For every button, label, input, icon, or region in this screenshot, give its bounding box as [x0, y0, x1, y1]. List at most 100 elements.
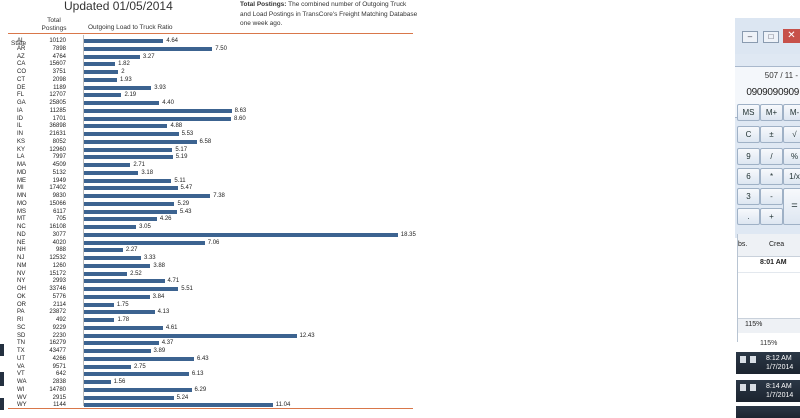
- state-row-tn: TN 16279 4.37: [0, 339, 420, 347]
- state-code: FL: [17, 92, 25, 99]
- state-code: NH: [17, 247, 26, 254]
- calc-key-2[interactable]: M-: [783, 104, 800, 121]
- ratio-bar: [84, 225, 137, 229]
- clock-time: 8:12 AM: [766, 355, 792, 362]
- total-postings-value: 4509: [52, 162, 66, 168]
- state-row-al: AL 10120 4.64: [0, 37, 420, 45]
- state-code: RI: [17, 317, 23, 323]
- calc-key-15[interactable]: .: [737, 208, 760, 225]
- state-row-mn: MN 9830 7.38: [0, 192, 420, 200]
- ratio-label: 5.19: [175, 154, 188, 161]
- calc-key-1[interactable]: M+: [760, 104, 783, 121]
- calc-key-8[interactable]: %: [783, 148, 800, 165]
- ratio-bar: [84, 39, 164, 43]
- ratio-label: 3.18: [141, 169, 154, 176]
- total-postings-value: 21631: [49, 131, 66, 137]
- state-row-co: CO 3751 2: [0, 68, 420, 76]
- calc-key-3[interactable]: C: [737, 126, 760, 143]
- state-code: SD: [17, 332, 26, 339]
- total-postings-value: 43477: [49, 348, 66, 354]
- state-row-az: AZ 4764 3.27: [0, 53, 420, 61]
- calculator-titlebar[interactable]: – □ ✕: [735, 18, 800, 54]
- tray-icon[interactable]: [740, 356, 746, 363]
- speaker-icon[interactable]: [750, 384, 756, 391]
- ratio-bar: [84, 333, 297, 338]
- ratio-label: 1.82: [118, 61, 130, 68]
- ratio-bar: [84, 256, 141, 260]
- calc-key-7[interactable]: /: [760, 148, 783, 165]
- ratio-bar: [84, 170, 139, 175]
- total-postings-value: 16279: [49, 340, 66, 347]
- state-code: NE: [17, 239, 26, 246]
- ratio-label: 6.29: [194, 386, 207, 393]
- state-code: LA: [17, 154, 25, 161]
- list-row[interactable]: 8:01 AM: [738, 256, 800, 273]
- ratio-label: 2.71: [133, 162, 146, 168]
- calc-key-16[interactable]: +: [760, 208, 783, 225]
- close-button[interactable]: ✕: [783, 29, 800, 43]
- calc-key-13[interactable]: -: [760, 188, 783, 205]
- header-rule: [8, 33, 413, 34]
- header-ratio: Outgoing Load to Truck Ratio: [88, 24, 173, 31]
- taskbar: 8:12 AM 1/7/2014: [736, 352, 800, 374]
- calculator-expression: 507 / 11 -: [764, 71, 798, 80]
- total-postings-value: 5132: [52, 169, 66, 176]
- calc-key-12[interactable]: 3: [737, 188, 760, 205]
- ratio-label: 1.75: [116, 301, 129, 308]
- state-code: NC: [17, 224, 26, 230]
- state-row-vt: VT 642 6.13: [0, 370, 420, 378]
- ratio-bar: [84, 310, 155, 315]
- ratio-bar: [84, 341, 159, 346]
- zoom-level[interactable]: 115%: [745, 321, 763, 328]
- freight-report: Updated 01/05/2014 Total Postings: The c…: [0, 0, 420, 409]
- state-row-ny: NY 2993 4.71: [0, 277, 420, 285]
- state-row-sd: SD 2230 12.43: [0, 332, 420, 340]
- ratio-bar: [84, 279, 165, 284]
- zoom-indicator[interactable]: 115%: [760, 340, 778, 347]
- calc-key-6[interactable]: 9: [737, 148, 760, 165]
- taskbar-clock[interactable]: 8:14 AM 1/7/2014: [766, 382, 793, 400]
- total-postings-value: 3077: [52, 231, 66, 238]
- total-postings-value: 16108: [49, 224, 66, 230]
- column-header-created[interactable]: Crea: [769, 241, 785, 248]
- calc-key-11[interactable]: 1/x: [783, 168, 800, 185]
- state-row-tx: TX 43477 3.89: [0, 347, 420, 355]
- tray-icon[interactable]: [740, 384, 746, 391]
- state-row-nd: ND 3077 18.35: [0, 231, 420, 239]
- state-row-ri: RI 492 1.78: [0, 316, 420, 324]
- ratio-bar: [84, 271, 128, 276]
- total-postings-value: 12960: [49, 146, 66, 153]
- ratio-label: 3.93: [154, 84, 166, 91]
- taskbar-clock[interactable]: 8:12 AM 1/7/2014: [766, 354, 793, 372]
- state-code: ND: [17, 231, 26, 238]
- restore-button[interactable]: □: [763, 31, 779, 43]
- minimize-button[interactable]: –: [742, 31, 758, 43]
- state-row-nv: NV 15172 2.52: [0, 270, 420, 278]
- ratio-label: 2.52: [130, 270, 142, 277]
- ratio-bar: [84, 46, 213, 51]
- state-row-wy: WY 1144 11.04: [0, 401, 420, 409]
- state-row-ca: CA 15607 1.82: [0, 60, 420, 68]
- ratio-label: 5.29: [177, 200, 190, 207]
- calc-key-9[interactable]: 6: [737, 168, 760, 185]
- ratio-bar: [84, 302, 114, 307]
- ratio-bar: [84, 325, 163, 330]
- state-row-oh: OH 33746 5.51: [0, 285, 420, 293]
- calc-key-14[interactable]: =: [783, 188, 800, 225]
- calc-key-5[interactable]: √: [783, 126, 800, 143]
- total-postings-value: 9830: [52, 193, 66, 199]
- list-status-bar: 115%: [738, 318, 800, 333]
- header-total-postings: Total Postings: [41, 17, 67, 32]
- column-header-bs[interactable]: bs.: [738, 241, 748, 248]
- state-code: MN: [17, 193, 27, 199]
- calc-key-4[interactable]: ±: [760, 126, 783, 143]
- state-code: IA: [17, 107, 23, 114]
- state-code: AZ: [17, 53, 25, 60]
- state-row-me: ME 1949 5.11: [0, 177, 420, 185]
- calc-key-0[interactable]: MS: [737, 104, 760, 121]
- calc-key-10[interactable]: *: [760, 168, 783, 185]
- state-code: ID: [17, 115, 23, 122]
- ratio-bar: [84, 349, 151, 353]
- speaker-icon[interactable]: [750, 356, 756, 363]
- total-postings-value: 1189: [53, 84, 66, 91]
